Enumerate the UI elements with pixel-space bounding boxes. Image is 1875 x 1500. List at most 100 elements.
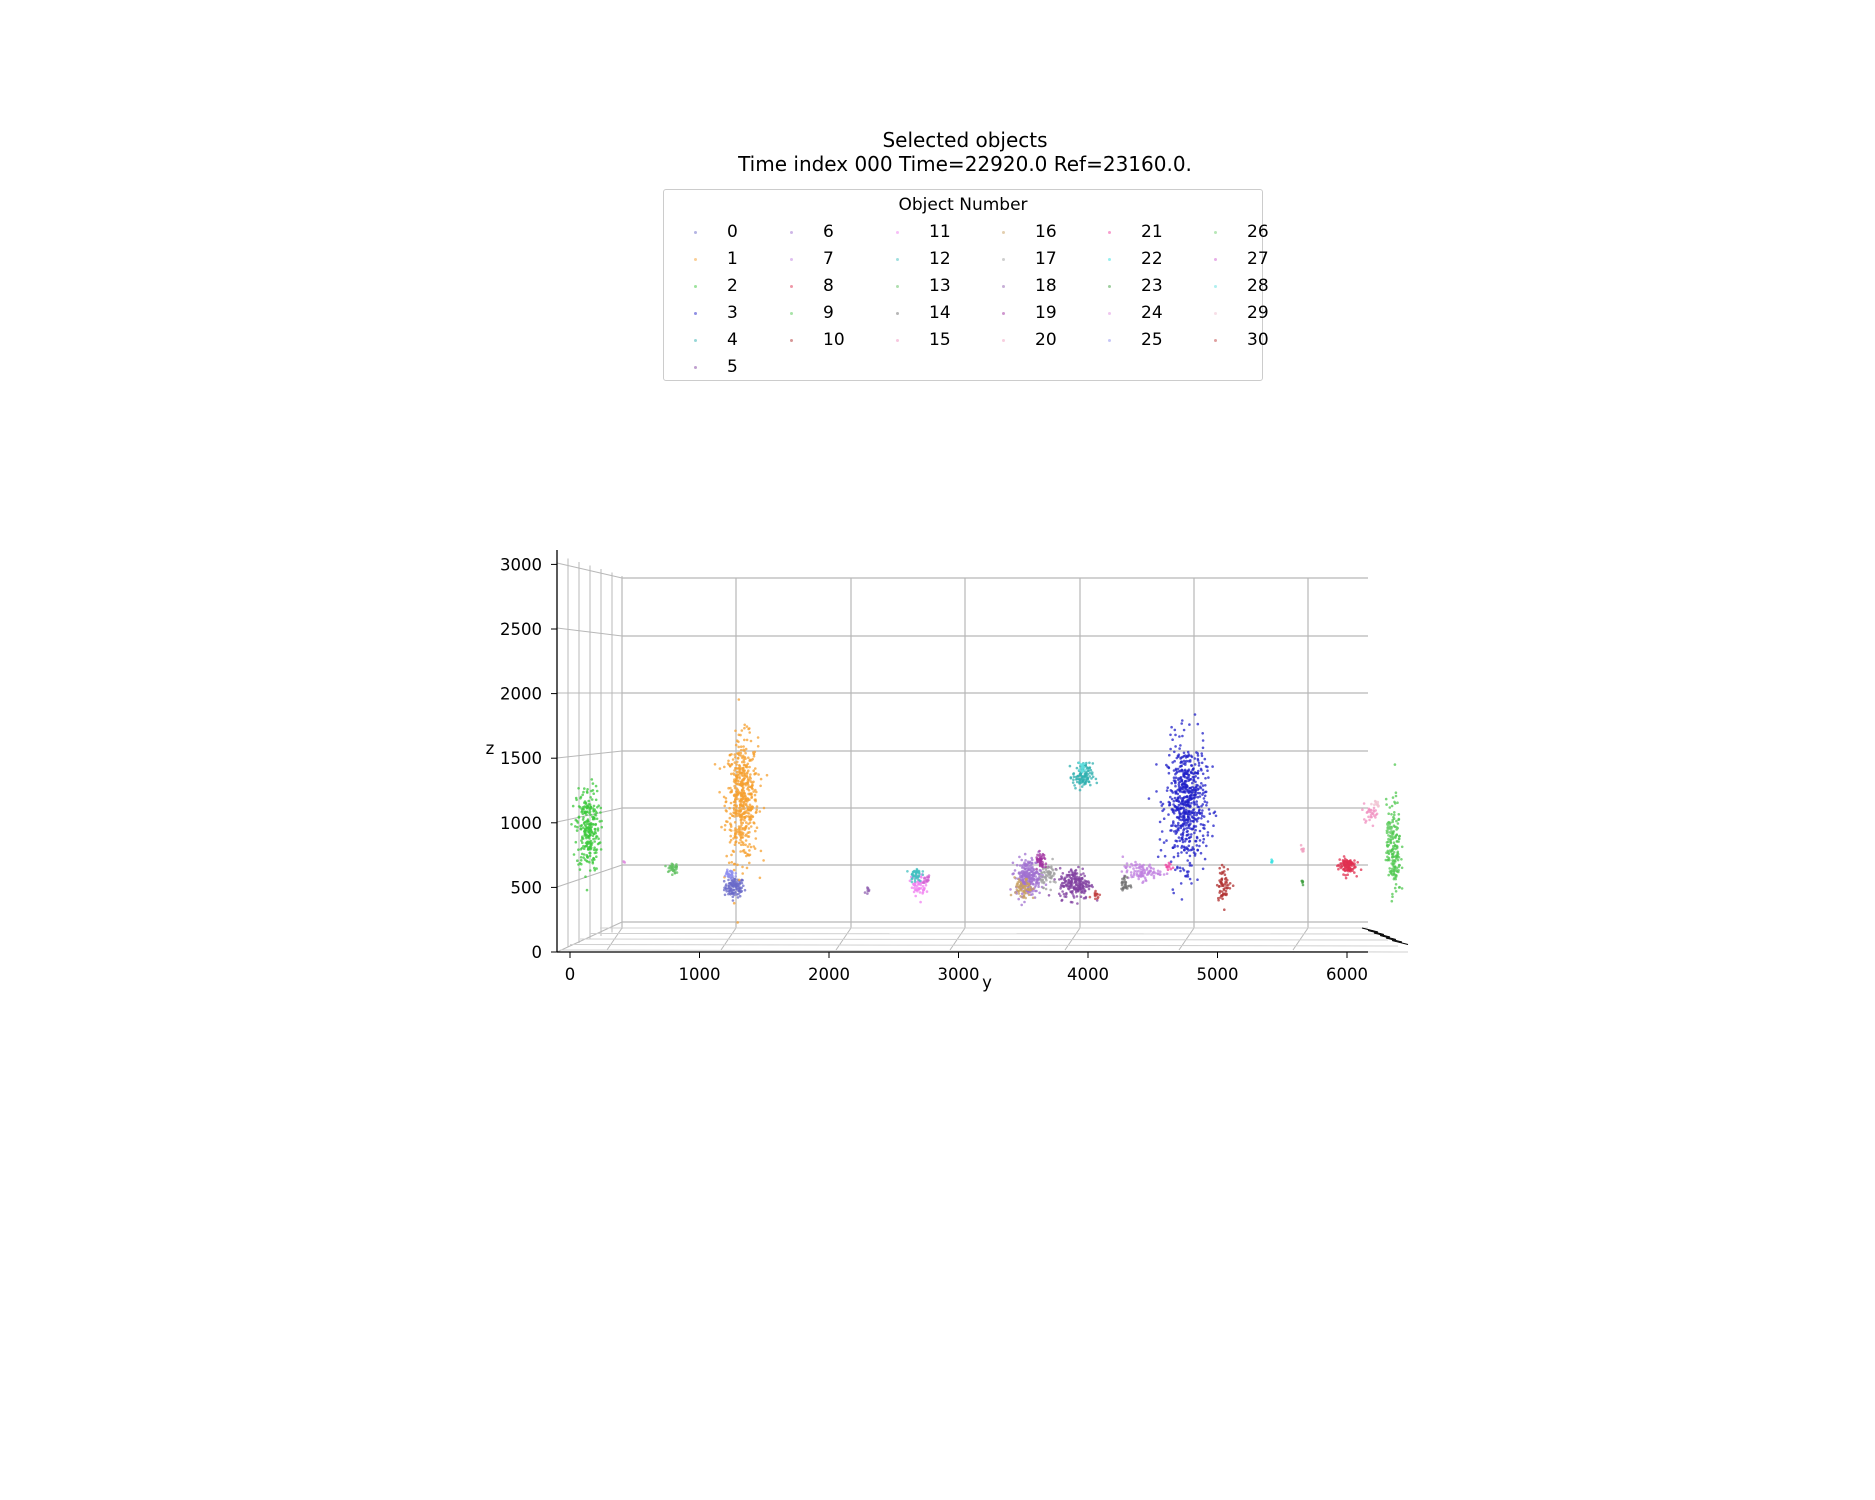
point: [1371, 824, 1375, 828]
point: [588, 811, 591, 815]
point: [1052, 871, 1056, 875]
point: [579, 795, 583, 799]
point: [1221, 897, 1224, 901]
point: [739, 836, 743, 839]
point: [748, 765, 751, 769]
point: [911, 873, 915, 877]
point: [1220, 890, 1224, 893]
point: [915, 886, 918, 890]
series-23: [1300, 879, 1305, 887]
legend-marker: [896, 258, 899, 261]
point: [589, 805, 593, 809]
point: [1400, 887, 1404, 890]
point: [1160, 830, 1164, 833]
point: [913, 880, 917, 883]
legend-label: 9: [823, 303, 834, 323]
point: [1016, 889, 1020, 893]
point: [743, 726, 746, 730]
point: [917, 887, 921, 891]
point: [584, 832, 587, 835]
point: [1181, 785, 1185, 789]
point: [733, 794, 736, 797]
point: [1353, 871, 1356, 874]
point: [755, 805, 759, 808]
point: [1041, 878, 1044, 882]
point: [1196, 776, 1200, 780]
point: [748, 775, 752, 779]
point: [1132, 875, 1135, 878]
point: [1135, 870, 1138, 873]
point: [1030, 870, 1034, 873]
point: [1188, 760, 1192, 763]
point: [917, 878, 920, 882]
point: [1073, 877, 1077, 880]
point: [1028, 868, 1032, 871]
point: [1387, 852, 1391, 855]
point: [723, 765, 726, 769]
point: [1370, 815, 1373, 819]
point: [1147, 797, 1151, 800]
point: [590, 843, 593, 847]
point: [744, 843, 747, 847]
point: [1155, 763, 1158, 766]
point: [1081, 885, 1084, 889]
point: [1172, 799, 1176, 803]
point: [1188, 877, 1192, 881]
point: [1356, 861, 1359, 864]
point: [1197, 761, 1201, 765]
point: [1341, 859, 1345, 862]
point: [753, 847, 757, 850]
floor-h-2: [579, 938, 1389, 941]
point: [724, 809, 728, 812]
point: [594, 784, 598, 788]
point: [1067, 879, 1071, 882]
point: [1088, 895, 1092, 899]
point: [1057, 892, 1061, 896]
point: [739, 805, 742, 808]
point: [1165, 763, 1168, 767]
point: [1395, 819, 1398, 823]
point: [1038, 849, 1041, 853]
point: [751, 783, 754, 787]
point: [1394, 794, 1398, 798]
point: [737, 698, 741, 701]
y-tick-label: 5000: [1197, 965, 1239, 984]
point: [574, 818, 578, 822]
point: [762, 859, 765, 862]
point: [1185, 851, 1188, 855]
point: [1051, 857, 1054, 861]
point: [1176, 865, 1179, 869]
point: [1170, 824, 1173, 827]
point: [1041, 867, 1045, 871]
point: [1032, 872, 1036, 875]
point: [1186, 803, 1189, 807]
point: [725, 890, 728, 893]
point: [1080, 785, 1084, 788]
point: [577, 863, 580, 866]
point: [745, 738, 749, 742]
point: [581, 818, 585, 821]
point: [733, 799, 737, 803]
point: [671, 873, 674, 876]
point: [597, 804, 600, 807]
point: [1342, 861, 1346, 864]
legend-marker: [694, 366, 697, 369]
point: [1015, 885, 1018, 888]
point: [1169, 860, 1173, 863]
point: [579, 827, 583, 830]
point: [724, 800, 728, 804]
point: [583, 801, 586, 805]
point: [738, 882, 742, 885]
point: [747, 815, 750, 818]
point: [1079, 873, 1083, 876]
point: [1194, 825, 1198, 828]
series-19: [1035, 849, 1048, 871]
point: [1181, 755, 1184, 759]
point: [1181, 867, 1185, 870]
point: [1044, 887, 1048, 891]
point: [1038, 860, 1042, 863]
point: [582, 807, 585, 811]
point: [1181, 832, 1185, 836]
point: [743, 811, 746, 814]
point: [739, 838, 742, 842]
